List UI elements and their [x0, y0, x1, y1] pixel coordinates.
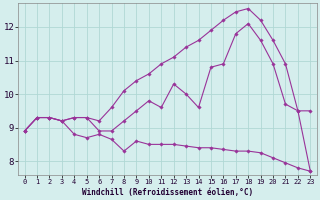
- X-axis label: Windchill (Refroidissement éolien,°C): Windchill (Refroidissement éolien,°C): [82, 188, 253, 197]
